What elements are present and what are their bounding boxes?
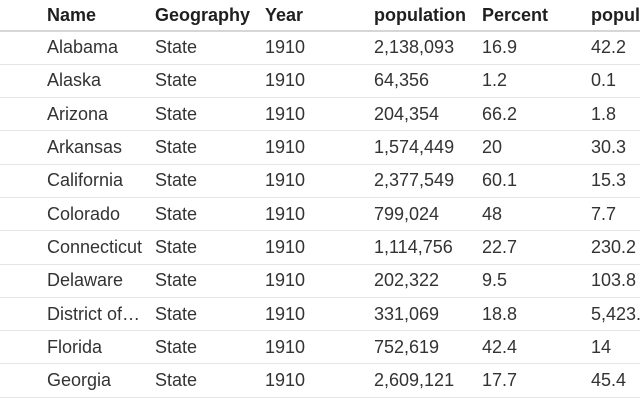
cell-population-density: 230.2 [591,236,637,257]
cell-year: 1910 [265,203,306,224]
cell-percent: 48 [482,203,503,224]
cell-population-density: 5,423.2 [591,303,640,324]
cell-population: 202,322 [374,270,440,291]
cell-geography: State [155,170,198,191]
cell-year: 1910 [265,103,306,124]
cell-percent: 60.1 [482,170,518,191]
table-row[interactable]: Florida State 1910 752,619 42.4 14 [0,331,640,364]
cell-name: Florida [47,336,103,357]
cell-geography: State [155,303,198,324]
cell-year: 1910 [265,270,306,291]
cell-geography: State [155,103,198,124]
table-row[interactable]: Alabama State 1910 2,138,093 16.9 42.2 [0,31,640,65]
cell-geography: State [155,203,198,224]
table-body: Alabama State 1910 2,138,093 16.9 42.2 Alaska S… [0,31,640,398]
cell-name: Colorado [47,203,121,224]
cell-population-density: 14 [591,336,612,357]
cell-geography: State [155,37,198,58]
cell-population-density: 30.3 [591,137,627,158]
cell-name: Georgia [47,370,112,391]
table-row[interactable]: Delaware State 1910 202,322 9.5 103.8 [0,264,640,298]
cell-percent: 9.5 [482,270,508,291]
cell-year: 1910 [265,236,306,257]
cell-geography: State [155,70,198,91]
cell-population: 752,619 [374,336,440,357]
cell-year: 1910 [265,37,306,58]
column-header-geography[interactable]: Geography [155,4,251,25]
cell-population-density: 103.8 [591,270,637,291]
cell-population: 2,609,121 [374,370,455,391]
column-header-year[interactable]: Year [265,4,304,25]
table-row[interactable]: Connecticut State 1910 1,114,756 22.7 230.2 [0,231,640,265]
table-row[interactable]: Arizona State 1910 204,354 66.2 1.8 [0,98,640,131]
column-header-percent[interactable]: Percent [482,4,549,25]
cell-year: 1910 [265,336,306,357]
cell-geography: State [155,270,198,291]
cell-percent: 20 [482,137,503,158]
table-row[interactable]: Alaska State 1910 64,356 1.2 0.1 [0,64,640,98]
table-row[interactable]: Colorado State 1910 799,024 48 7.7 [0,197,640,231]
cell-year: 1910 [265,70,306,91]
cell-population-density: 7.7 [591,203,617,224]
table-row[interactable]: California State 1910 2,377,549 60.1 15.3 [0,164,640,198]
cell-population-density: 0.1 [591,70,617,91]
cell-geography: State [155,336,198,357]
cell-name: Alaska [47,70,102,91]
cell-geography: State [155,370,198,391]
table-header: Name Geography Year population Percent p… [0,0,640,31]
cell-geography: State [155,137,198,158]
cell-population-density: 42.2 [591,37,627,58]
cell-name: District of Columbia [47,303,155,324]
cell-name: Alabama [47,37,119,58]
cell-name: Connecticut [47,236,143,257]
cell-percent: 1.2 [482,70,508,91]
cell-population: 1,574,449 [374,137,455,158]
cell-population: 2,138,093 [374,37,455,58]
cell-year: 1910 [265,370,306,391]
cell-year: 1910 [265,170,306,191]
cell-population: 2,377,549 [374,170,455,191]
cell-name: Delaware [47,270,124,291]
header-row: Name Geography Year population Percent p… [0,0,640,31]
column-header-population[interactable]: population [374,4,466,25]
cell-population-density: 1.8 [591,103,617,124]
cell-population-density: 15.3 [591,170,627,191]
cell-name: Arizona [47,103,109,124]
column-header-population-density[interactable]: population density [591,4,640,25]
cell-percent: 18.8 [482,303,518,324]
cell-name: California [47,170,124,191]
cell-population: 204,354 [374,103,440,124]
cell-year: 1910 [265,137,306,158]
table-row[interactable]: Arkansas State 1910 1,574,449 20 30.3 [0,131,640,165]
table-row[interactable]: District of ColumbiaState 1910 331,069 18.8… [0,297,640,331]
cell-percent: 66.2 [482,103,518,124]
cell-population: 1,114,756 [374,236,453,257]
cell-percent: 17.7 [482,370,518,391]
cell-population-density: 45.4 [591,370,627,391]
table-row[interactable]: Georgia State 1910 2,609,121 17.7 45.4 [0,364,640,398]
cell-percent: 42.4 [482,336,518,357]
cell-percent: 22.7 [482,236,518,257]
cell-name: Arkansas [47,137,123,158]
cell-percent: 16.9 [482,37,518,58]
cell-population: 331,069 [374,303,440,324]
column-header-name[interactable]: Name [47,4,97,25]
cell-geography: State [155,236,198,257]
cell-population: 64,356 [374,70,430,91]
cell-population: 799,024 [374,203,440,224]
cell-year: 1910 [265,303,306,324]
